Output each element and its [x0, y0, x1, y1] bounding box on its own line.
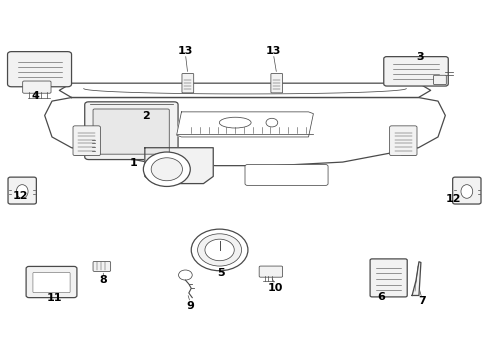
Polygon shape	[45, 98, 445, 166]
Circle shape	[191, 229, 248, 271]
FancyBboxPatch shape	[390, 126, 417, 156]
FancyBboxPatch shape	[8, 177, 36, 204]
Text: 12: 12	[12, 192, 28, 202]
FancyBboxPatch shape	[384, 57, 448, 86]
FancyBboxPatch shape	[7, 51, 72, 87]
FancyBboxPatch shape	[85, 102, 178, 159]
Circle shape	[178, 270, 192, 280]
Polygon shape	[176, 112, 314, 137]
Polygon shape	[145, 148, 213, 184]
Text: 10: 10	[268, 283, 283, 293]
FancyBboxPatch shape	[434, 75, 446, 85]
FancyBboxPatch shape	[33, 273, 70, 293]
Ellipse shape	[16, 185, 28, 198]
FancyBboxPatch shape	[93, 261, 111, 271]
Text: 4: 4	[32, 91, 40, 101]
FancyBboxPatch shape	[453, 177, 481, 204]
Text: 5: 5	[217, 268, 224, 278]
Text: 11: 11	[47, 293, 62, 303]
Text: 8: 8	[99, 275, 107, 285]
FancyBboxPatch shape	[73, 126, 100, 156]
Circle shape	[197, 234, 242, 266]
FancyBboxPatch shape	[182, 73, 194, 93]
Text: 9: 9	[186, 301, 194, 311]
Ellipse shape	[461, 185, 473, 198]
Circle shape	[151, 158, 182, 181]
Text: 1: 1	[130, 158, 138, 168]
Text: 7: 7	[418, 296, 426, 306]
FancyBboxPatch shape	[245, 165, 328, 185]
FancyBboxPatch shape	[26, 266, 77, 298]
Text: 13: 13	[266, 46, 281, 56]
Polygon shape	[412, 262, 421, 296]
Text: 12: 12	[445, 194, 461, 204]
FancyBboxPatch shape	[259, 266, 283, 277]
Ellipse shape	[220, 117, 251, 128]
FancyBboxPatch shape	[370, 259, 407, 297]
Circle shape	[144, 152, 190, 186]
Circle shape	[205, 239, 234, 261]
FancyBboxPatch shape	[23, 81, 51, 93]
Text: 13: 13	[178, 46, 193, 56]
Circle shape	[266, 118, 278, 127]
Text: 6: 6	[377, 292, 385, 302]
FancyBboxPatch shape	[93, 109, 169, 154]
FancyBboxPatch shape	[271, 73, 283, 93]
Text: 2: 2	[143, 111, 150, 121]
Polygon shape	[59, 83, 431, 98]
Text: 3: 3	[416, 52, 424, 62]
